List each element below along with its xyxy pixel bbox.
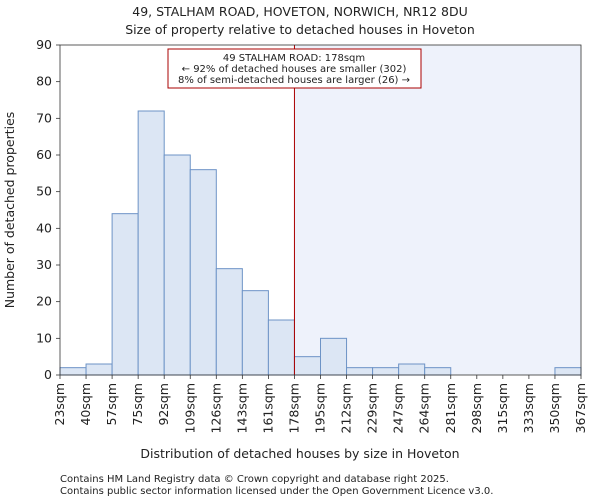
bar-161sqm	[267, 319, 295, 376]
bar-350sqm	[554, 367, 582, 376]
x-tick-label: 143sqm	[234, 383, 249, 433]
x-tick-label: 367sqm	[573, 383, 588, 433]
x-tick-label: 92sqm	[156, 383, 171, 426]
y-tick-label: 70	[36, 110, 52, 125]
bar-229sqm	[372, 367, 400, 376]
y-axis-label: Number of detached properties	[2, 112, 17, 309]
chart-title: 49, STALHAM ROAD, HOVETON, NORWICH, NR12…	[132, 4, 467, 19]
bar-264sqm	[424, 367, 452, 376]
bar-143sqm	[241, 290, 269, 376]
footer-line-2: Contains public sector information licen…	[60, 486, 493, 497]
x-tick-label: 264sqm	[417, 383, 432, 433]
bar-92sqm	[163, 154, 191, 376]
x-tick-label: 229sqm	[365, 383, 380, 433]
annotation-line-2: ← 92% of detached houses are smaller (30…	[182, 64, 407, 75]
y-tick-label: 10	[36, 330, 52, 345]
bar-40sqm	[85, 363, 113, 376]
y-axis: 0 10 20 30 40 50 60 70 80 90	[36, 37, 60, 382]
bar-247sqm	[398, 363, 426, 376]
annotation-box: 49 STALHAM ROAD: 178sqm ← 92% of detache…	[167, 48, 422, 89]
y-tick-label: 40	[36, 220, 52, 235]
y-tick-label: 30	[36, 257, 52, 272]
bar-57sqm	[111, 213, 139, 376]
x-tick-label: 75sqm	[130, 383, 145, 426]
x-tick-label: 178sqm	[286, 383, 301, 433]
annotation-line-3: 8% of semi-detached houses are larger (2…	[178, 75, 410, 86]
y-tick-label: 60	[36, 147, 52, 162]
chart-subtitle: Size of property relative to detached ho…	[125, 22, 475, 37]
x-tick-label: 350sqm	[547, 383, 562, 433]
x-tick-label: 281sqm	[443, 383, 458, 433]
bar-23sqm	[59, 367, 87, 376]
x-tick-label: 40sqm	[78, 383, 93, 426]
x-tick-label: 333sqm	[521, 383, 536, 433]
bars-group	[59, 110, 582, 376]
y-tick-label: 50	[36, 184, 52, 199]
annotation-frame	[167, 48, 422, 89]
y-tick-label: 80	[36, 74, 52, 89]
x-tick-label: 195sqm	[313, 383, 328, 433]
x-axis-label: Distribution of detached houses by size …	[140, 446, 459, 461]
x-tick-label: 212sqm	[339, 383, 354, 433]
highlight-region	[294, 45, 581, 375]
x-axis: 23sqm 40sqm 57sqm 75sqm 92sqm 109sqm 126sqm 143…	[52, 375, 588, 433]
bar-212sqm	[346, 367, 374, 376]
x-tick-label: 109sqm	[182, 383, 197, 433]
x-tick-label: 23sqm	[52, 383, 67, 426]
footer-line-1: Contains HM Land Registry data © Crown c…	[60, 474, 449, 485]
bar-126sqm	[215, 268, 243, 376]
y-tick-label: 0	[44, 367, 52, 382]
bar-75sqm	[137, 110, 165, 376]
x-tick-label: 247sqm	[391, 383, 406, 433]
x-tick-label: 161sqm	[260, 383, 275, 433]
x-tick-label: 57sqm	[104, 383, 119, 426]
y-tick-label: 90	[36, 37, 52, 52]
annotation-line-1: 49 STALHAM ROAD: 178sqm	[223, 53, 365, 64]
bar-109sqm	[189, 169, 217, 376]
x-tick-label: 298sqm	[469, 383, 484, 433]
bar-178sqm	[293, 356, 322, 376]
bar-195sqm	[320, 337, 348, 376]
x-tick-label: 126sqm	[208, 383, 223, 433]
y-tick-label: 20	[36, 294, 52, 309]
x-tick-label: 315sqm	[495, 383, 510, 433]
